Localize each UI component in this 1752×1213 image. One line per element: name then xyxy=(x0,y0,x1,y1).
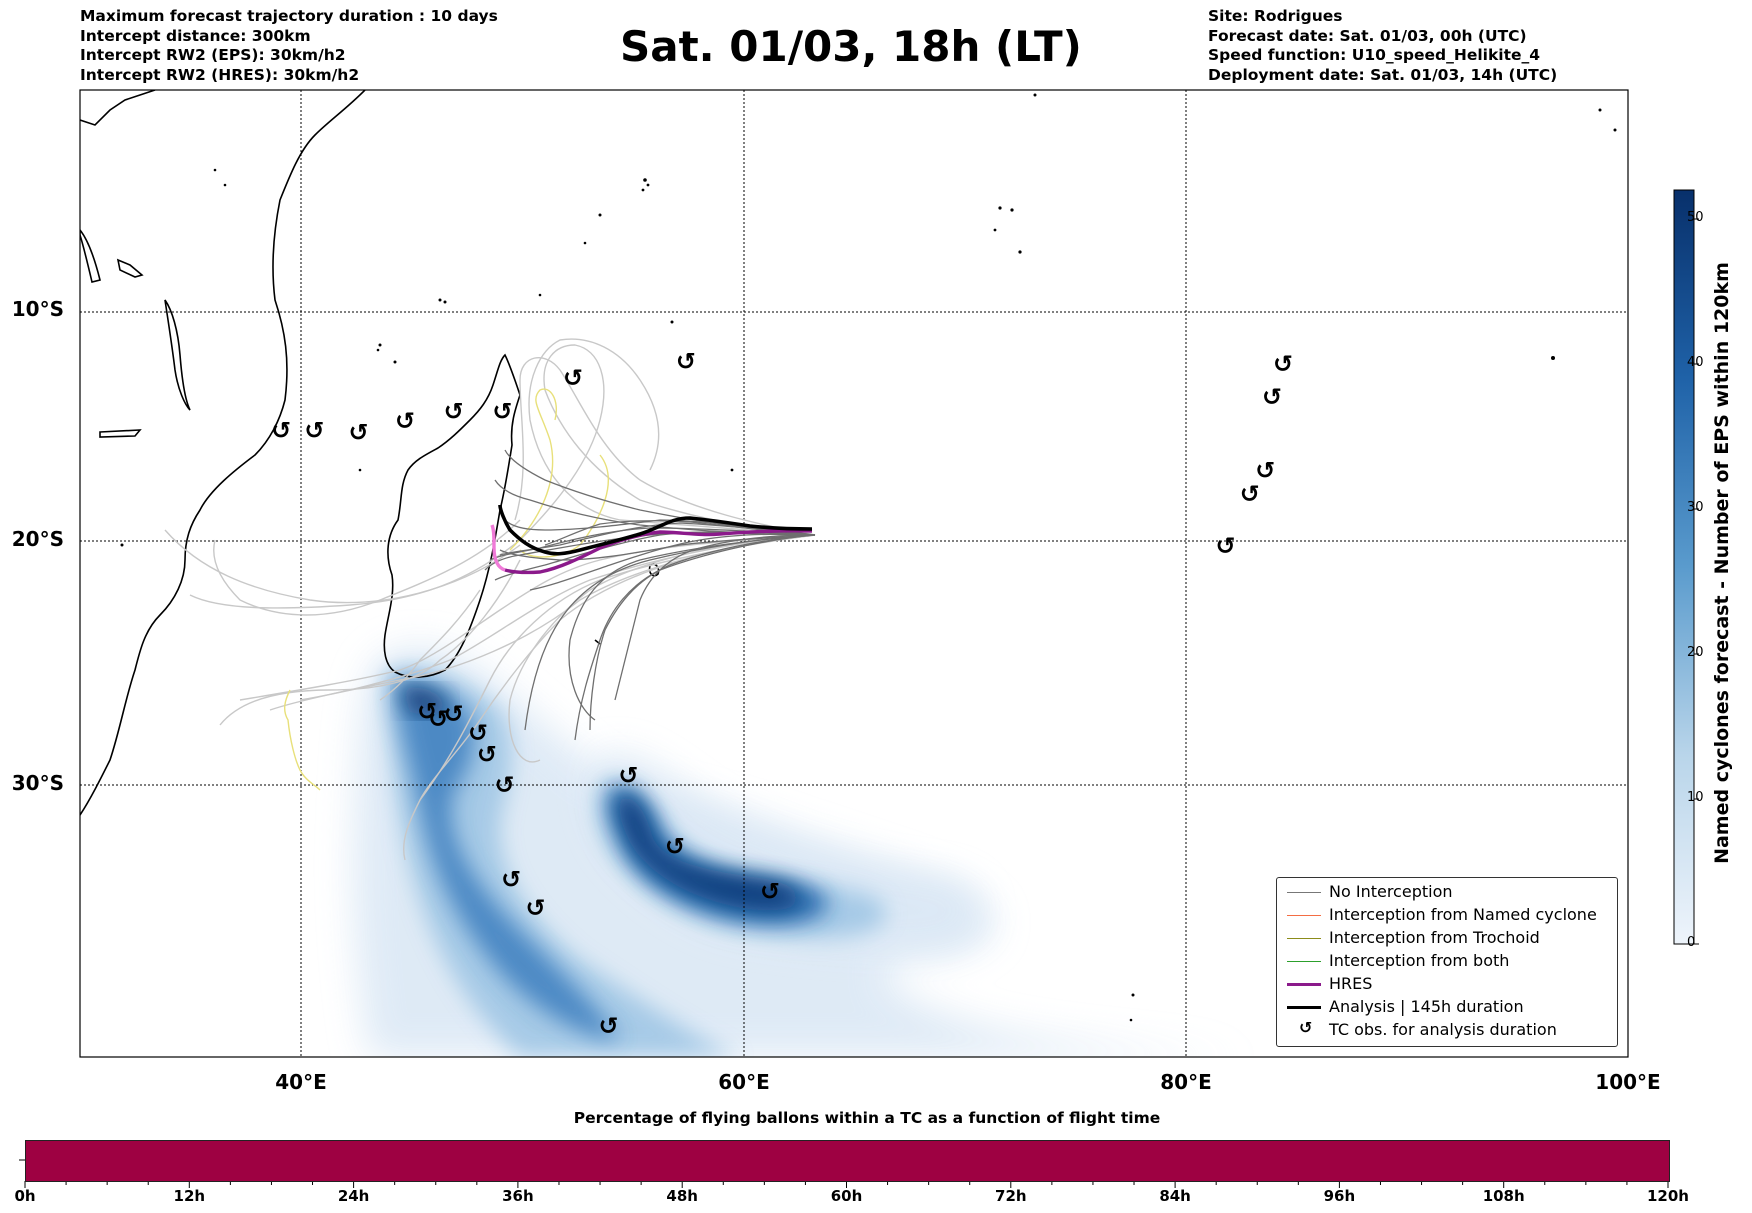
percentage-bar xyxy=(25,1140,1670,1182)
percentage-tick-label: 96h xyxy=(1323,1187,1356,1205)
hres-trajectory-early xyxy=(490,524,506,572)
colorbar-title: Named cyclones forecast - Number of EPS … xyxy=(1711,262,1733,864)
tc-observation-marker: ↺ xyxy=(395,407,415,435)
tc-observation-marker: ↺ xyxy=(468,719,488,747)
lon-label-80e: 80°E xyxy=(1160,1070,1212,1094)
intercept-eps-text: Intercept RW2 (EPS): 30km/h2 xyxy=(80,46,346,64)
tc-observation-marker: ↺ xyxy=(271,416,291,444)
cbar-tick-20: 20 xyxy=(1687,645,1704,660)
tc-observation-marker: ↺ xyxy=(598,1012,618,1040)
cyclone-marker-icon: ↺ xyxy=(1299,1018,1313,1037)
percentage-tick-label: 120h xyxy=(1647,1187,1689,1205)
cyclone-density-field xyxy=(353,647,1251,1057)
intercept-distance-text: Intercept distance: 300km xyxy=(80,26,311,45)
tc-observation-marker: ↺ xyxy=(526,894,546,922)
cbar-tick-30: 30 xyxy=(1687,500,1704,515)
legend-item-hres: HRES xyxy=(1277,973,1617,995)
percentage-bar-title: Percentage of flying ballons within a TC… xyxy=(573,1109,1161,1127)
legend-line-green xyxy=(1287,961,1321,962)
percentage-tick-label: 12h xyxy=(173,1187,206,1205)
tc-observation-marker: ↺ xyxy=(495,771,515,799)
legend-line-purple xyxy=(1287,983,1321,986)
small-islands xyxy=(120,93,1617,1022)
forecast-date-text: Forecast date: Sat. 01/03, 00h (UTC) xyxy=(1208,26,1527,45)
tc-observation-marker: ↺ xyxy=(501,866,521,894)
analysis-trajectory xyxy=(498,504,813,556)
speed-function-text: Speed function: U10_speed_Helikite_4 xyxy=(1208,46,1541,64)
tc-observation-marker: ↺ xyxy=(304,416,324,444)
eps-trajectories-dark xyxy=(484,449,816,741)
tc-observation-marker: ↺ xyxy=(1240,480,1260,508)
tc-observation-marker: ↺ xyxy=(417,698,437,726)
tc-observation-marker: ↺ xyxy=(618,762,638,790)
percentage-tick-label: 0h xyxy=(14,1187,36,1205)
header-left-info: Maximum forecast trajectory duration : 1… xyxy=(80,7,498,85)
tc-observation-marker: ↺ xyxy=(492,397,512,425)
legend-item-trochoid: Interception from Trochoid xyxy=(1277,927,1617,949)
legend-item-tc-obs: ↺ TC obs. for analysis duration xyxy=(1299,1018,1557,1039)
legend-line-orange xyxy=(1287,915,1321,916)
intercept-hres-text: Intercept RW2 (HRES): 30km/h2 xyxy=(80,65,360,84)
tc-observation-marker: ↺ xyxy=(428,705,448,733)
map-frame xyxy=(79,89,1629,1058)
percentage-tick-label: 60h xyxy=(830,1187,863,1205)
africa-coast xyxy=(80,90,366,816)
cbar-tick-40: 40 xyxy=(1687,355,1704,370)
percentage-tick-label: 24h xyxy=(337,1187,370,1205)
percentage-tick-label: 48h xyxy=(666,1187,698,1205)
lon-label-100e: 100°E xyxy=(1595,1070,1661,1094)
map-legend: No Interception Interception from Named … xyxy=(1276,877,1618,1047)
deployment-date-text: Deployment date: Sat. 01/03, 14h (UTC) xyxy=(1208,65,1558,84)
legend-line-grey xyxy=(1287,892,1321,893)
graticule xyxy=(80,90,1628,1057)
tc-observation-marker: ↺ xyxy=(563,364,583,392)
tc-observation-marker: ↺ xyxy=(1255,457,1275,485)
lake4 xyxy=(80,228,101,283)
lat-label-20s: 20°S xyxy=(11,527,64,551)
lat-label-10s: 10°S xyxy=(11,297,64,321)
tc-observation-marker: ↺ xyxy=(665,833,685,861)
site-text: Site: Rodrigues xyxy=(1208,7,1343,25)
tc-observation-marker: ↺ xyxy=(760,877,780,905)
tc-observation-marker: ↺ xyxy=(444,397,464,425)
lake2 xyxy=(99,429,142,438)
density-colorbar xyxy=(1673,189,1695,945)
legend-item-named-cyclone: Interception from Named cyclone xyxy=(1277,904,1617,926)
tc-observation-marker: ↺ xyxy=(477,740,497,768)
lake3 xyxy=(116,258,144,278)
cbar-tick-50: 50 xyxy=(1687,210,1704,225)
lat-label-30s: 30°S xyxy=(11,771,64,795)
africa-coast-north xyxy=(80,90,156,126)
lon-label-60e: 60°E xyxy=(718,1070,770,1094)
header-right-info: Site: Rodrigues Forecast date: Sat. 01/0… xyxy=(1208,7,1557,85)
cbar-tick-10: 10 xyxy=(1687,790,1704,805)
percentage-tick-label: 72h xyxy=(995,1187,1027,1205)
tc-observation-marker: ↺ xyxy=(1262,383,1282,411)
tc-observation-marker: ↺ xyxy=(1273,350,1293,378)
legend-line-olive xyxy=(1287,938,1321,939)
coastlines xyxy=(80,90,660,816)
legend-item-analysis: Analysis | 145h duration xyxy=(1277,996,1617,1018)
tc-observation-markers: ↺ ↺ ↺ ↺ ↺ ↺↺↺ ↺↺↺↺↺↺↺↺↺↺↺ ↺↺↺↺↺↺ xyxy=(271,348,1293,1040)
tc-observation-marker: ↺ xyxy=(676,348,696,376)
tc-observation-marker: ↺ xyxy=(444,700,464,728)
cbar-tick-0: 0 xyxy=(1687,935,1696,950)
lake xyxy=(164,299,191,411)
tc-observation-marker: ↺ xyxy=(1215,532,1235,560)
tc-observation-marker: ↺ xyxy=(349,419,369,447)
percentage-tick-label: 84h xyxy=(1159,1187,1191,1205)
percentage-tick-label: 108h xyxy=(1482,1187,1525,1205)
legend-line-black xyxy=(1287,1006,1321,1009)
percentage-tick-label: 36h xyxy=(502,1187,534,1205)
madagascar xyxy=(383,353,521,678)
legend-item-no-interception: No Interception xyxy=(1277,881,1617,903)
lon-label-40e: 40°E xyxy=(275,1070,327,1094)
legend-item-both: Interception from both xyxy=(1277,950,1617,972)
colorbar-ticks xyxy=(1694,218,1699,945)
page-title: Sat. 01/03, 18h (LT) xyxy=(620,22,1082,71)
max-duration-text: Maximum forecast trajectory duration : 1… xyxy=(80,7,498,25)
